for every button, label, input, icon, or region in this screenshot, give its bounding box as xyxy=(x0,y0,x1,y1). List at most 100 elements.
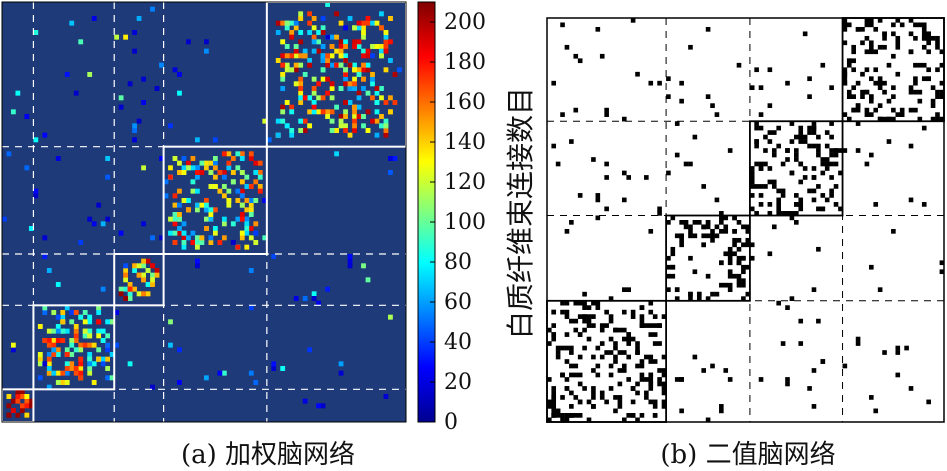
binary-cell xyxy=(935,40,940,46)
weighted-cell xyxy=(19,389,25,395)
binary-cell xyxy=(767,179,773,185)
binary-cell xyxy=(869,395,874,400)
weighted-cell xyxy=(365,277,371,283)
binary-cell xyxy=(869,264,874,270)
weighted-cell xyxy=(78,366,84,371)
binary-cell xyxy=(604,175,609,180)
binary-cell xyxy=(661,390,667,396)
weighted-cell xyxy=(55,328,61,334)
binary-cell xyxy=(648,386,654,391)
binary-cell xyxy=(573,395,579,400)
weighted-cell xyxy=(352,62,357,68)
binary-cell xyxy=(569,220,574,225)
weighted-cell xyxy=(181,244,187,250)
binary-cell xyxy=(564,359,570,364)
weighted-cell xyxy=(96,333,102,339)
binary-cell xyxy=(842,148,848,153)
binary-cell xyxy=(798,125,804,131)
binary-cell xyxy=(851,44,856,50)
binary-cell xyxy=(657,381,662,387)
weighted-cell xyxy=(141,258,146,264)
weighted-cell xyxy=(172,216,178,222)
binary-cell xyxy=(608,314,614,319)
binary-cell xyxy=(683,161,689,167)
weighted-cell xyxy=(338,370,344,376)
binary-cell xyxy=(688,161,693,167)
weighted-cell xyxy=(379,25,384,31)
binary-cell xyxy=(771,179,777,185)
binary-cell xyxy=(626,332,632,337)
binary-cell xyxy=(586,399,592,405)
binary-cell xyxy=(705,224,711,230)
binary-cell xyxy=(714,197,720,203)
binary-cell xyxy=(802,31,808,37)
weighted-cell xyxy=(370,20,375,26)
binary-cell xyxy=(820,359,826,364)
binary-cell xyxy=(644,175,649,180)
weighted-cell xyxy=(15,394,21,399)
weighted-cell xyxy=(370,44,375,49)
binary-cell xyxy=(908,107,914,113)
weighted-cell xyxy=(253,230,259,236)
binary-cell xyxy=(763,148,768,153)
weighted-cell xyxy=(186,165,191,171)
caption-a: (a) 加权脑网络 xyxy=(181,440,355,470)
binary-cell xyxy=(877,85,883,91)
binary-cell xyxy=(776,188,781,194)
weighted-cell xyxy=(181,198,187,203)
weighted-cell xyxy=(46,370,52,376)
binary-cell xyxy=(926,76,931,82)
binary-cell xyxy=(595,193,601,198)
binary-cell xyxy=(820,62,826,68)
weighted-cell xyxy=(311,34,317,40)
weighted-cell xyxy=(284,67,290,73)
weighted-cell xyxy=(244,174,250,180)
binary-cell xyxy=(701,233,706,239)
binary-cell xyxy=(719,220,724,225)
weighted-cell xyxy=(46,268,52,273)
binary-cell xyxy=(604,399,609,405)
weighted-cell xyxy=(293,20,299,26)
binary-cell xyxy=(789,296,795,301)
binary-cell xyxy=(670,264,676,270)
weighted-cell xyxy=(392,156,398,161)
weighted-cell xyxy=(73,366,79,371)
weighted-cell xyxy=(168,319,173,325)
weighted-cell xyxy=(253,170,259,175)
binary-cell xyxy=(591,314,596,319)
binary-cell xyxy=(719,228,724,234)
weighted-cell xyxy=(307,20,313,26)
weighted-cell xyxy=(73,333,79,339)
weighted-cell xyxy=(118,286,124,292)
weighted-cell xyxy=(69,352,75,357)
binary-cell xyxy=(551,399,557,405)
weighted-cell xyxy=(10,342,16,348)
weighted-cell xyxy=(159,156,164,161)
weighted-cell xyxy=(136,118,142,124)
binary-cell xyxy=(560,300,565,306)
weighted-cell xyxy=(365,16,371,21)
binary-cell xyxy=(877,80,883,86)
colorbar-gradient xyxy=(417,1,436,423)
weighted-cell xyxy=(365,53,371,59)
binary-cell xyxy=(657,211,662,216)
binary-cell xyxy=(648,323,654,328)
weighted-cell xyxy=(181,165,187,171)
binary-cell xyxy=(635,381,640,387)
weighted-cell xyxy=(298,39,304,45)
weighted-cell xyxy=(248,207,254,213)
weighted-cell xyxy=(55,314,61,320)
binary-cell xyxy=(838,206,843,212)
weighted-cell xyxy=(289,20,295,26)
weighted-cell xyxy=(127,286,133,292)
weighted-cell xyxy=(343,128,348,133)
binary-cell xyxy=(939,94,945,99)
weighted-cell xyxy=(132,286,137,292)
binary-cell xyxy=(723,228,729,234)
binary-cell xyxy=(776,143,781,149)
weighted-cell xyxy=(311,100,317,105)
binary-cell xyxy=(886,62,892,68)
weighted-cell xyxy=(230,179,236,185)
binary-cell xyxy=(921,125,927,131)
weighted-cell xyxy=(69,342,75,348)
